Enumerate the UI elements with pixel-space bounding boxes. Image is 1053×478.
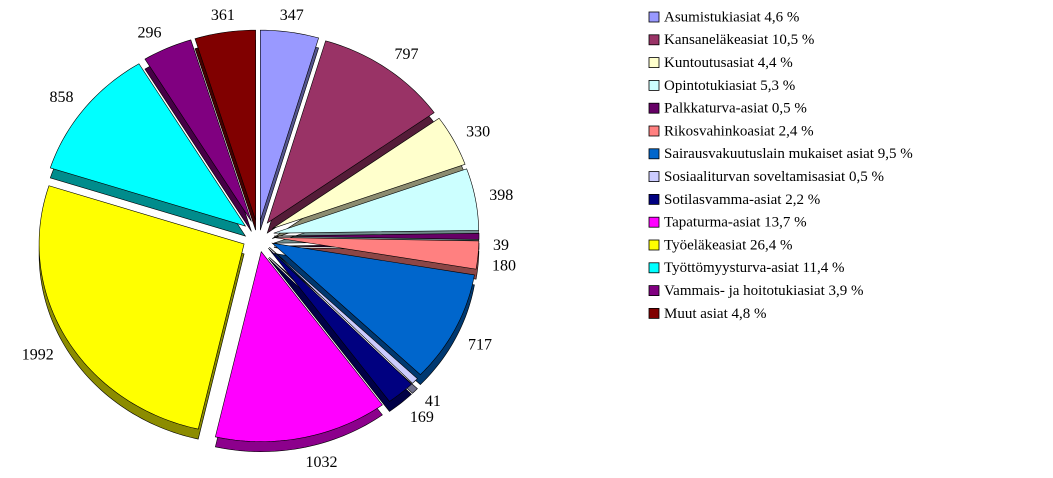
- slice: [269, 247, 418, 384]
- data-label: 717: [468, 336, 492, 353]
- legend-label: Sairausvakuutuslain mukaiset asiat 9,5 %: [664, 146, 913, 162]
- data-label: 361: [211, 7, 235, 24]
- legend-label: Rikosvahinkoasiat 2,4 %: [664, 123, 814, 139]
- legend-swatch: [648, 239, 660, 251]
- data-label: 296: [137, 24, 161, 41]
- data-label: 41: [425, 393, 441, 410]
- data-label: 330: [466, 124, 490, 141]
- legend-swatch: [648, 125, 660, 137]
- legend-label: Kansaneläkeasiat 10,5 %: [664, 32, 814, 48]
- legend-label: Työttömyysturva-asiat 11,4 %: [664, 260, 844, 276]
- legend-label: Tapaturma-asiat 13,7 %: [664, 215, 807, 231]
- legend-label: Asumistukiasiat 4,6 %: [664, 9, 799, 25]
- slice: [144, 39, 252, 222]
- data-label: 797: [395, 46, 419, 63]
- slice: [266, 40, 435, 224]
- slice: [49, 63, 247, 227]
- legend-label: Muut asiat 4,8 %: [664, 306, 767, 322]
- legend-label: Työeläkeasiat 26,4 %: [664, 237, 793, 253]
- data-label: 398: [489, 187, 513, 204]
- slice: [272, 117, 466, 229]
- legend-swatch: [648, 11, 660, 23]
- slice: [214, 251, 383, 442]
- data-label: 347: [280, 7, 304, 24]
- slice: [271, 242, 475, 376]
- legend-swatch: [648, 216, 660, 228]
- legend-swatch: [648, 34, 660, 46]
- legend-label: Sosiaaliturvan soveltamisasiat 0,5 %: [664, 169, 884, 185]
- slice: [268, 247, 412, 402]
- slice: [260, 29, 320, 221]
- slice: [38, 185, 245, 430]
- legend-label: Vammais- ja hoitotukiasiat 3,9 %: [664, 283, 864, 299]
- data-label: 1992: [22, 346, 54, 363]
- slice: [273, 237, 480, 270]
- legend-swatch: [648, 57, 660, 68]
- legend-label: Palkkaturva-asiat 0,5 %: [664, 101, 807, 117]
- legend-label: Sotilasvamma-asiat 2,2 %: [664, 192, 820, 208]
- data-label: 1032: [305, 454, 337, 471]
- legend-swatch: [648, 285, 660, 297]
- legend-swatch: [648, 80, 660, 91]
- data-label: 39: [493, 237, 509, 254]
- data-label: 858: [49, 89, 73, 106]
- slice: [194, 29, 256, 221]
- legend: Asumistukiasiat 4,6 % Kansaneläkeasiat 10…: [648, 9, 913, 322]
- slice: [273, 168, 480, 234]
- legend-swatch: [648, 148, 660, 160]
- data-label: 180: [492, 257, 516, 274]
- legend-swatch: [648, 307, 660, 319]
- legend-swatch: [648, 193, 660, 205]
- legend-swatch: [648, 171, 660, 183]
- legend-swatch: [648, 102, 660, 114]
- legend-label: Kuntoutusasiat 4,4 %: [664, 55, 793, 71]
- legend-swatch: [648, 262, 660, 274]
- slice: [273, 233, 480, 240]
- data-label: 169: [410, 409, 434, 426]
- legend-label: Opintotukiasiat 5,3 %: [664, 78, 795, 94]
